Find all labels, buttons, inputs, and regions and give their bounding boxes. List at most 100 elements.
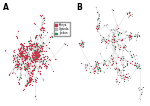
Point (37, 53, 39, 54)
Point (129, 31, 131, 33)
Point (138, 89, 140, 91)
Point (39, 29, 41, 30)
Point (124, 75, 126, 77)
Point (109, 57, 112, 59)
Point (19, 67, 21, 68)
Point (120, 71, 122, 73)
Point (106, 67, 108, 68)
Point (41, 43, 44, 44)
Point (96, 65, 98, 67)
Point (37, 52, 39, 53)
Point (24, 56, 26, 58)
Point (25, 51, 28, 53)
Point (16, 36, 18, 38)
Point (32, 53, 34, 55)
Point (105, 38, 107, 40)
Point (34, 54, 36, 56)
Point (118, 70, 120, 71)
Point (29, 57, 31, 59)
Point (37, 51, 39, 53)
Point (33, 42, 36, 43)
Point (110, 64, 113, 65)
Point (23, 55, 26, 57)
Point (26, 56, 28, 58)
Point (34, 56, 36, 57)
Point (28, 78, 31, 79)
Point (22, 50, 25, 52)
Point (40, 57, 42, 59)
Point (98, 22, 100, 24)
Point (96, 26, 99, 27)
Point (123, 66, 125, 68)
Point (121, 39, 123, 40)
Point (39, 51, 41, 52)
Point (16, 63, 18, 65)
Point (119, 74, 121, 76)
Point (28, 73, 31, 75)
Point (118, 57, 121, 58)
Point (33, 51, 36, 52)
Point (37, 52, 40, 54)
Point (126, 76, 128, 78)
Point (81, 46, 83, 48)
Point (29, 78, 32, 80)
Point (29, 44, 31, 45)
Point (20, 54, 23, 56)
Point (42, 29, 45, 31)
Point (25, 56, 28, 58)
Point (14, 72, 16, 73)
Point (117, 74, 119, 76)
Point (24, 58, 27, 59)
Point (36, 58, 38, 59)
Point (94, 60, 96, 62)
Point (41, 47, 43, 49)
Point (40, 46, 42, 48)
Point (42, 17, 45, 19)
Point (122, 55, 124, 57)
Point (34, 57, 36, 59)
Point (97, 64, 99, 66)
Point (45, 44, 47, 46)
Point (131, 56, 133, 58)
Point (36, 51, 38, 52)
Point (15, 35, 17, 37)
Point (19, 64, 22, 66)
Point (23, 69, 25, 70)
Point (30, 78, 33, 79)
Point (25, 84, 27, 86)
Point (30, 60, 32, 62)
Point (134, 64, 137, 66)
Point (14, 56, 17, 58)
Point (129, 62, 132, 63)
Point (116, 30, 118, 32)
Point (112, 56, 114, 58)
Point (30, 76, 32, 78)
Point (110, 28, 112, 30)
Point (132, 54, 135, 55)
Point (21, 60, 23, 61)
Point (44, 66, 47, 68)
Point (40, 61, 42, 62)
Point (42, 29, 44, 31)
Point (21, 52, 23, 54)
Point (26, 45, 28, 47)
Point (120, 77, 123, 78)
Point (136, 33, 138, 34)
Point (28, 84, 30, 86)
Point (11, 54, 14, 55)
Point (134, 64, 136, 66)
Point (25, 52, 27, 53)
Point (133, 61, 136, 63)
Point (115, 78, 117, 80)
Point (49, 60, 51, 61)
Point (32, 69, 34, 70)
Point (34, 45, 36, 47)
Point (30, 43, 33, 45)
Point (117, 39, 120, 40)
Point (27, 64, 29, 66)
Point (38, 68, 40, 69)
Point (99, 39, 102, 40)
Point (20, 52, 23, 54)
Point (39, 65, 41, 66)
Point (21, 52, 23, 54)
